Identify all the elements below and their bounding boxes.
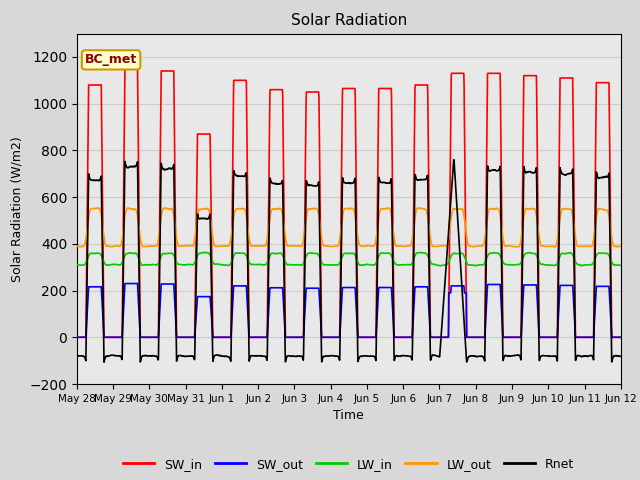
LW_in <box>201 250 209 255</box>
X-axis label: Time: Time <box>333 409 364 422</box>
SW_in <box>507 335 515 340</box>
SW_in <box>617 335 625 340</box>
LW_out <box>617 243 625 249</box>
Y-axis label: Solar Radiation (W/m2): Solar Radiation (W/m2) <box>11 136 24 282</box>
LW_out <box>376 207 384 213</box>
SW_out <box>507 335 515 340</box>
Rnet <box>365 353 372 359</box>
SW_in <box>584 335 592 340</box>
SW_in <box>365 335 372 340</box>
LW_in <box>578 263 586 269</box>
Legend: SW_in, SW_out, LW_in, LW_out, Rnet: SW_in, SW_out, LW_in, LW_out, Rnet <box>118 453 579 476</box>
LW_in <box>569 252 577 258</box>
LW_in <box>376 251 384 256</box>
SW_out <box>121 281 129 287</box>
SW_out <box>617 335 625 340</box>
Line: SW_out: SW_out <box>77 284 621 337</box>
LW_out <box>584 243 592 249</box>
LW_out <box>507 243 515 249</box>
SW_out <box>584 335 592 340</box>
LW_out <box>225 243 232 249</box>
Rnet <box>100 360 108 365</box>
Line: Rnet: Rnet <box>77 160 621 362</box>
Rnet <box>450 157 458 163</box>
LW_out <box>515 244 522 250</box>
LW_out <box>125 205 132 211</box>
Rnet <box>617 353 625 359</box>
SW_out <box>73 335 81 340</box>
LW_in <box>617 263 625 268</box>
Rnet <box>73 353 81 359</box>
LW_in <box>507 262 515 267</box>
Text: BC_met: BC_met <box>85 53 137 66</box>
SW_in <box>73 335 81 340</box>
SW_out <box>225 335 232 340</box>
LW_in <box>365 262 372 267</box>
LW_in <box>225 263 232 268</box>
LW_out <box>570 216 577 222</box>
SW_out <box>365 335 372 340</box>
Line: SW_in: SW_in <box>77 69 621 337</box>
Rnet <box>570 197 577 203</box>
LW_in <box>73 262 81 268</box>
Rnet <box>376 179 384 185</box>
SW_in <box>121 66 129 72</box>
SW_in <box>569 92 577 98</box>
Rnet <box>225 354 232 360</box>
Line: LW_out: LW_out <box>77 208 621 247</box>
Line: LW_in: LW_in <box>77 252 621 266</box>
SW_out <box>376 285 384 290</box>
LW_out <box>365 243 372 249</box>
LW_in <box>584 262 592 268</box>
Rnet <box>584 353 592 359</box>
LW_out <box>73 243 81 249</box>
Title: Solar Radiation: Solar Radiation <box>291 13 407 28</box>
SW_in <box>376 85 384 91</box>
SW_out <box>569 286 577 292</box>
Rnet <box>508 353 515 359</box>
SW_in <box>225 335 232 340</box>
